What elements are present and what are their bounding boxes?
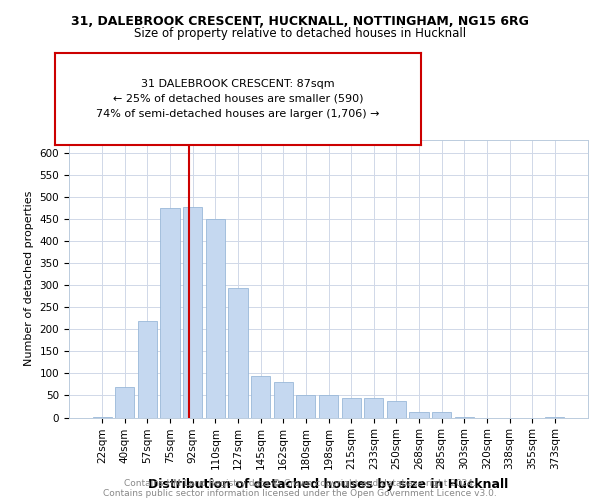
Text: 31 DALEBROOK CRESCENT: 87sqm
← 25% of detached houses are smaller (590)
74% of s: 31 DALEBROOK CRESCENT: 87sqm ← 25% of de… — [97, 79, 380, 118]
Bar — [341, 398, 361, 417]
Bar — [138, 322, 157, 418]
Bar — [274, 382, 293, 418]
Bar — [387, 401, 406, 417]
Bar — [160, 208, 180, 418]
Bar — [364, 398, 383, 417]
Text: Contains public sector information licensed under the Open Government Licence v3: Contains public sector information licen… — [103, 489, 497, 498]
Bar — [455, 416, 474, 418]
X-axis label: Distribution of detached houses by size in Hucknall: Distribution of detached houses by size … — [148, 478, 509, 490]
Y-axis label: Number of detached properties: Number of detached properties — [24, 191, 34, 366]
Text: 31, DALEBROOK CRESCENT, HUCKNALL, NOTTINGHAM, NG15 6RG: 31, DALEBROOK CRESCENT, HUCKNALL, NOTTIN… — [71, 15, 529, 28]
Bar — [183, 207, 202, 418]
Bar — [251, 376, 270, 418]
Bar — [432, 412, 451, 418]
Bar — [229, 288, 248, 418]
Text: Size of property relative to detached houses in Hucknall: Size of property relative to detached ho… — [134, 28, 466, 40]
Bar — [296, 394, 316, 417]
Bar — [115, 386, 134, 418]
Bar — [319, 394, 338, 417]
Bar — [545, 416, 565, 418]
Bar — [92, 416, 112, 418]
Text: Contains HM Land Registry data © Crown copyright and database right 2024.: Contains HM Land Registry data © Crown c… — [124, 479, 476, 488]
Bar — [206, 220, 225, 418]
Bar — [409, 412, 428, 418]
